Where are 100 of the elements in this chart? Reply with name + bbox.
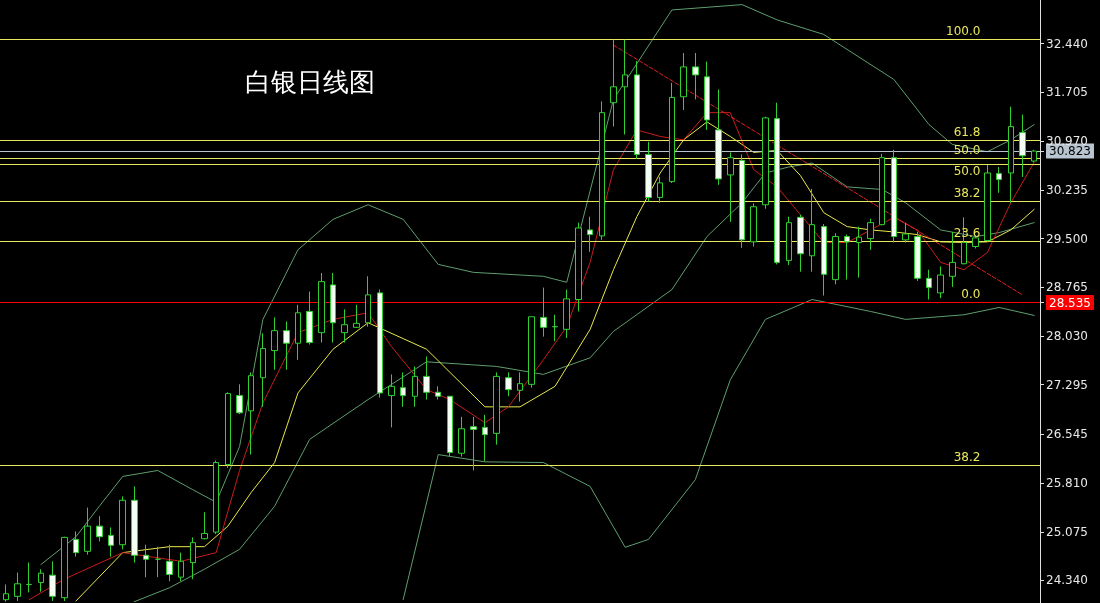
candlestick [879,153,885,226]
candlestick [715,88,722,186]
candlestick [248,371,254,456]
candlestick [867,218,874,251]
annotation: 38.2 [953,186,981,201]
candlestick [575,222,582,312]
annotation: 0.0 [961,287,981,302]
candlestick [750,202,757,247]
candlestick [470,416,477,471]
candlestick [902,222,909,244]
candlestick [587,216,593,253]
candlestick [96,515,103,542]
annotation: 50.0 [953,163,981,178]
candlestick [236,383,243,415]
y-tick-label: 25.810 [1046,476,1088,491]
candlestick [797,214,804,273]
line-series [402,299,1035,601]
candlestick [131,485,138,564]
y-tick-label: 28.030 [1046,328,1088,343]
candlestick [657,176,663,204]
candlestick [26,562,32,593]
candlestick [318,272,325,344]
y-tick-label: 30.823 [1049,144,1091,159]
candlestick [3,583,9,603]
candlestick [926,269,932,301]
candlestick [821,223,827,297]
candlestick [692,52,699,100]
candlestick [540,287,547,338]
candlestick [891,149,897,244]
candlestick [400,371,406,408]
candlestick [645,141,652,202]
candlestick [166,544,173,582]
candlestick [622,39,628,136]
line-series [40,4,1035,566]
candlestick [447,395,453,458]
y-tick-label: 28.535 [1049,295,1091,310]
candlestick [774,102,780,265]
candlestick [190,536,196,580]
candlestick [704,61,710,131]
candlestick [295,304,301,361]
candlestick [563,289,570,339]
candlestick [84,507,91,556]
annotation: 61.8 [953,124,981,139]
candlestick [844,234,850,281]
candlestick [283,320,290,371]
candlestick [856,226,862,279]
candlestick [528,316,535,389]
y-tick-label: 27.295 [1046,377,1088,392]
candlestick [388,373,395,428]
candlestick [1008,106,1014,204]
candlestick [119,495,126,550]
candlestick [306,291,313,346]
candlestick [809,188,815,273]
candlestick [49,560,56,602]
candlestick [517,371,523,403]
annotation: 100.0 [946,23,981,38]
candlestick [225,391,231,469]
candlestick [38,568,44,593]
candlestick [996,166,1002,194]
candlestick [949,231,956,288]
candlestick [937,265,944,299]
candlestick [669,82,675,184]
candlestick [213,460,219,535]
y-tick-label: 26.545 [1046,427,1088,442]
candlestick [14,572,21,602]
candlestick [599,100,605,241]
candlestick [435,385,441,401]
y-tick-label: 25.075 [1046,524,1088,539]
candlestick [353,304,360,329]
candlestick [482,414,488,462]
y-tick-label: 32.440 [1046,36,1088,51]
candlestick [143,544,149,578]
y-tick-label: 31.705 [1046,85,1088,100]
candlestick [634,60,640,160]
candlestick [271,316,278,371]
candlestick [201,511,208,540]
candlestick [61,536,68,602]
candlestick [365,275,371,328]
candlestick [73,530,79,558]
candlestick [762,116,769,210]
candlestick [610,39,617,128]
y-tick-label: 24.340 [1046,573,1088,588]
candlestick [505,371,512,397]
text: 白银日线图 [245,67,375,97]
annotation: 38.2 [953,449,981,464]
candlestick [341,308,348,344]
candlestick [552,314,558,342]
candlestick [739,153,745,249]
candlestick [786,216,792,266]
candlestick [108,526,114,558]
y-tick-label: 28.765 [1046,280,1088,295]
candlestick [1031,149,1037,163]
candlestick [493,371,500,446]
candlestick [458,416,465,458]
candlestick [914,231,921,282]
candlestick [412,365,418,408]
candlestick [260,332,266,408]
candlestick [178,552,184,582]
candlestick [377,289,383,399]
candlestick [727,151,734,223]
